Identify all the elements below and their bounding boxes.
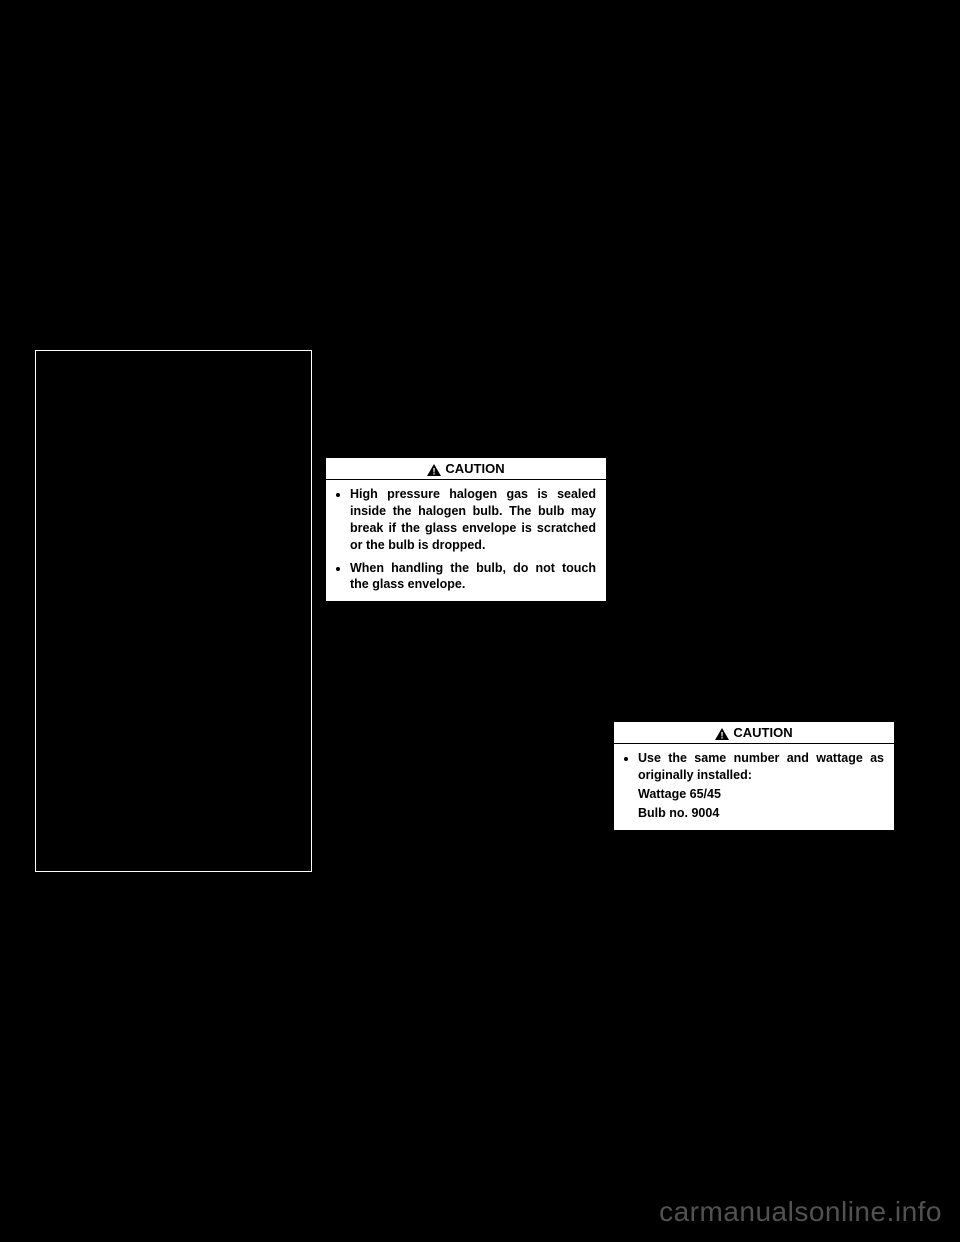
caution-body-1: High pressure halogen gas is sealed insi… <box>326 480 606 601</box>
figure-placeholder <box>35 350 312 872</box>
caution-1-item-1: High pressure halogen gas is sealed insi… <box>350 486 596 554</box>
caution-1-item-2: When handling the bulb, do not touch the… <box>350 560 596 594</box>
caution-2-item-1: Use the same number and wattage as origi… <box>638 750 884 822</box>
caution-body-2: Use the same number and wattage as origi… <box>614 744 894 830</box>
warning-triangle-icon: ! <box>427 464 441 476</box>
svg-text:!: ! <box>433 466 436 476</box>
page-container: ! CAUTION High pressure halogen gas is s… <box>0 0 960 1242</box>
warning-triangle-icon: ! <box>715 728 729 740</box>
caution-header-1: ! CAUTION <box>326 458 606 480</box>
watermark-text: carmanualsonline.info <box>659 1196 942 1228</box>
caution-header-2: ! CAUTION <box>614 722 894 744</box>
caution-2-sub-2: Bulb no. 9004 <box>638 805 884 822</box>
caution-box-2: ! CAUTION Use the same number and wattag… <box>614 722 894 830</box>
caution-box-1: ! CAUTION High pressure halogen gas is s… <box>326 458 606 601</box>
caution-2-sub-1: Wattage 65/45 <box>638 786 884 803</box>
caution-label-2: CAUTION <box>733 725 792 740</box>
svg-text:!: ! <box>721 730 724 740</box>
caution-label-1: CAUTION <box>445 461 504 476</box>
caution-2-item-1-text: Use the same number and wattage as origi… <box>638 751 884 782</box>
